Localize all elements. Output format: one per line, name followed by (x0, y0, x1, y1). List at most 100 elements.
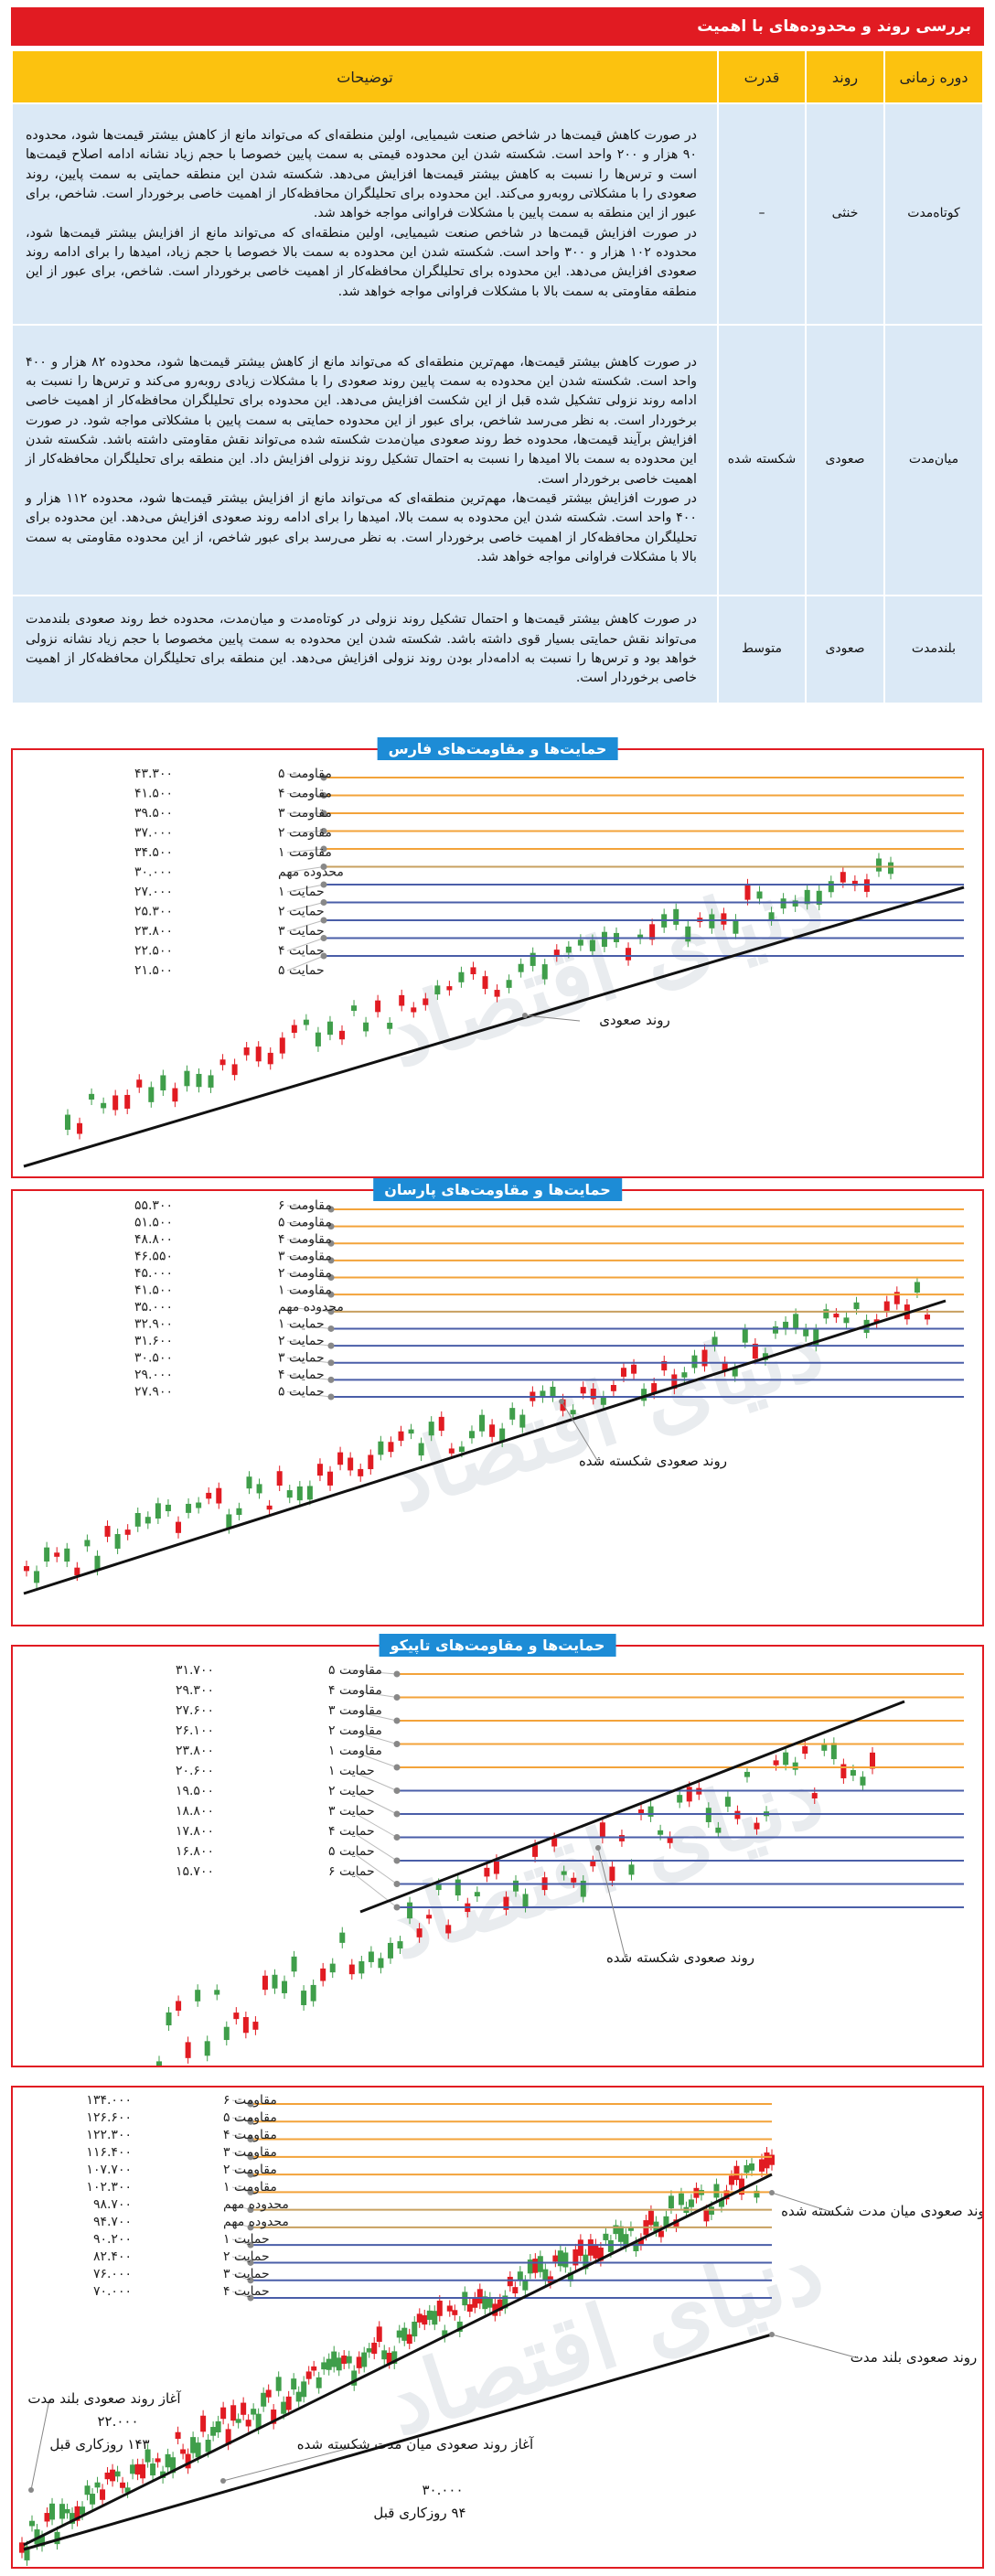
candle-body (442, 2330, 448, 2337)
candle-body (744, 2165, 750, 2174)
candle-body (185, 2042, 191, 2058)
level-dot (393, 1904, 401, 1911)
level-value: ۲۹.۰۰۰ (134, 1368, 173, 1382)
candle-body (378, 1958, 384, 1969)
candle-body (733, 2165, 740, 2181)
candle-body (553, 950, 560, 957)
candle-body (474, 1892, 480, 1897)
candle-body (744, 1771, 750, 1777)
candle-body (565, 946, 572, 953)
chart-panel-fars: حمایت‌ها و مقاومت‌های فارس دنیای اقتصاد م… (11, 737, 984, 1178)
candle-body (19, 2542, 25, 2553)
candle-body (609, 1866, 615, 1881)
candle-body (266, 1505, 273, 1510)
candle-body (24, 2546, 30, 2560)
level-dot (327, 1223, 335, 1230)
candle-body (577, 939, 583, 946)
candle-body (783, 1752, 789, 1766)
candle-body (803, 1329, 809, 1336)
candle-body (748, 2163, 754, 2171)
candle-body (396, 2330, 402, 2338)
candle-body (434, 985, 441, 995)
level-label: مقاومت ۴ (328, 1683, 382, 1698)
level-value: ۱۰۷.۷۰۰ (86, 2163, 132, 2177)
candle-body (752, 1343, 758, 1359)
candle-body (580, 1387, 586, 1394)
candle-body (853, 1302, 860, 1310)
level-value: ۳۰.۰۰۰ (134, 865, 173, 880)
candle-body (617, 2226, 624, 2242)
candle-body (204, 2041, 210, 2056)
candle-body (681, 1372, 688, 1378)
candle-body (220, 2407, 227, 2420)
candle-body (649, 924, 656, 940)
table-header-row: دوره زمانی روند قدرت توضیحات (11, 49, 984, 104)
candle-body (411, 1007, 417, 1013)
chart-annotation: ۹۴ روزکاری قبل (373, 2505, 465, 2521)
candle-body (744, 884, 751, 900)
candle-body (651, 1383, 658, 1394)
candle-body (195, 2442, 201, 2458)
level-value: ۲۳.۸۰۰ (134, 924, 173, 939)
level-dot (247, 2206, 254, 2214)
candle-body (667, 1837, 673, 1843)
candle-body (311, 2366, 317, 2371)
candle-body (124, 2487, 131, 2493)
candle-body (291, 2378, 297, 2390)
level-value: ۷۰.۰۰۰ (93, 2284, 132, 2299)
watermark-text: دنیای اقتصاد (374, 1294, 835, 1532)
candle-body (186, 1503, 192, 1513)
candle-body (291, 1025, 297, 1034)
candle-body (476, 2289, 483, 2304)
candle-body (245, 2420, 251, 2427)
level-dot (327, 1274, 335, 1282)
table-row: کوتاه‌مدت خنثی – در صورت کاهش قیمت‌ها در… (11, 102, 984, 326)
candle-body (170, 2457, 177, 2474)
level-dot (327, 1308, 335, 1315)
cell-period: کوتاه‌مدت (883, 102, 984, 326)
candle-body (130, 2464, 136, 2474)
candle-body (407, 1902, 413, 1919)
level-dot (247, 2153, 254, 2161)
candle-body (802, 1745, 808, 1755)
candle-body (242, 2017, 249, 2034)
level-leader-line (231, 2273, 251, 2281)
column-header-trend: روند (805, 49, 885, 104)
candle-body (715, 1827, 722, 1833)
level-label: مقاومت ۲ (223, 2163, 277, 2177)
candle-body (925, 1315, 930, 1320)
candle-body (701, 1349, 708, 1367)
candle-body (673, 908, 679, 925)
candle-body (339, 1030, 345, 1040)
candle-body (705, 1808, 711, 1822)
level-dot (247, 2294, 254, 2302)
candle-body (738, 2178, 744, 2195)
candle-body (780, 898, 786, 909)
trend-line-long-term (23, 2333, 773, 2551)
level-label: حمایت ۲ (223, 2249, 270, 2264)
annotation-dot (28, 2487, 34, 2493)
candle-body (435, 1884, 442, 1891)
chart-annotation: روند صعودی بلند مدت (851, 2349, 978, 2366)
level-dot (327, 1342, 335, 1349)
annotation-leader-line (771, 2192, 832, 2213)
level-value: ۲۷.۹۰۰ (134, 1385, 173, 1400)
candle-body (567, 2272, 573, 2281)
candle-body (792, 900, 798, 907)
candle-body (620, 1368, 626, 1377)
trend-line (23, 886, 965, 1168)
candle-body (821, 1744, 828, 1751)
candle-body (436, 2301, 443, 2316)
cell-description: در صورت کاهش بیشتر قیمت‌ها، مهم‌ترین منط… (11, 324, 719, 596)
level-value: ۱۵.۷۰۰ (176, 1864, 214, 1879)
candle-body (361, 2352, 368, 2367)
level-leader-line (286, 831, 325, 833)
level-dot (327, 1206, 335, 1213)
level-dot (320, 828, 327, 834)
chart-annotation: روند صعودی میان مدت شکسته شده (781, 2203, 982, 2219)
candle-body (691, 1355, 698, 1368)
candle-body (452, 2310, 458, 2315)
candle-body (252, 2022, 259, 2030)
candle-body (557, 2250, 563, 2267)
